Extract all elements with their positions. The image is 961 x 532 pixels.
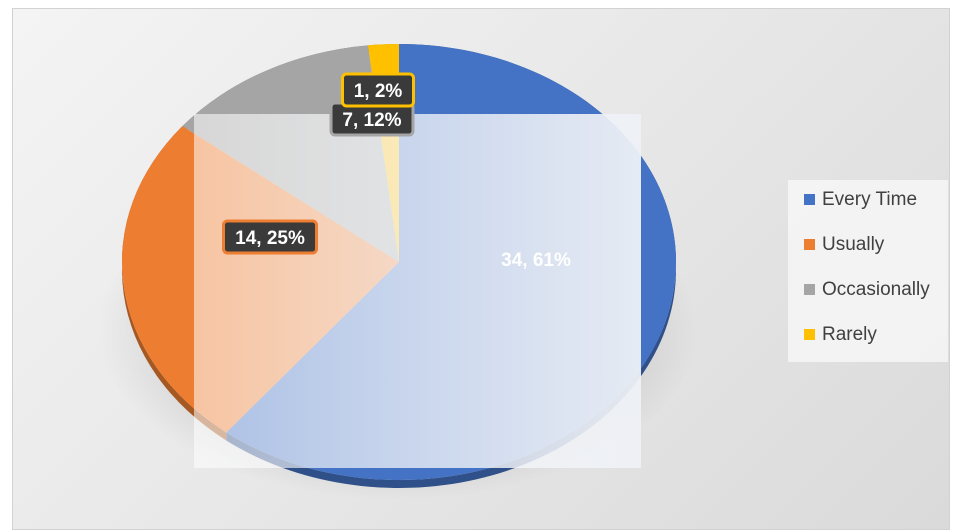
legend-item-every-time: Every Time: [804, 189, 917, 210]
legend-label: Every Time: [822, 189, 917, 210]
data-label-occasionally: 7, 12%: [329, 101, 415, 137]
legend-label: Occasionally: [822, 279, 930, 300]
data-label-box: [341, 72, 415, 108]
data-label-usually: 14, 25%: [222, 219, 318, 255]
data-label-text: 1, 2%: [354, 81, 403, 102]
data-labels: 34, 61% 14, 25% 7, 12% 1, 2%: [222, 72, 571, 271]
legend-label: Rarely: [822, 324, 877, 345]
legend: Every Time Usually Occasionally Rarely: [804, 189, 930, 345]
legend-label: Usually: [822, 234, 885, 255]
plot-area-overlay: [194, 114, 641, 468]
data-label-box: [222, 219, 318, 255]
legend-swatch: [804, 239, 815, 250]
pie-side-usually: [122, 126, 227, 441]
legend-item-usually: Usually: [804, 234, 885, 255]
data-label-rarely: 1, 2%: [341, 72, 415, 108]
legend-swatch: [804, 194, 815, 205]
data-label-text: 14, 25%: [235, 228, 305, 249]
data-label-every-time: 34, 61%: [501, 250, 571, 271]
legend-item-occasionally: Occasionally: [804, 279, 930, 300]
legend-item-rarely: Rarely: [804, 324, 877, 345]
data-label-text: 34, 61%: [501, 250, 571, 271]
legend-swatch: [804, 284, 815, 295]
data-label-text: 7, 12%: [342, 110, 401, 131]
legend-swatch: [804, 329, 815, 340]
